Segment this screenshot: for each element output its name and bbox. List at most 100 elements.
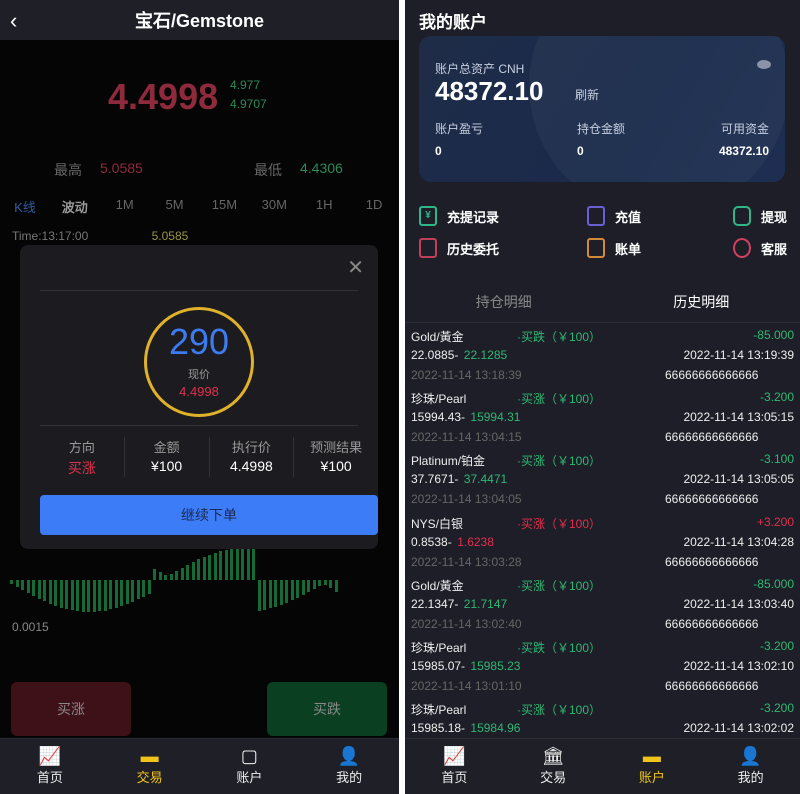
tab-history[interactable]: 历史明细 bbox=[673, 294, 730, 310]
end-time: 2022-11-14 13:03:40 bbox=[683, 596, 794, 611]
close-price: 37.4471 bbox=[463, 472, 508, 487]
bank-icon: 🏛 bbox=[541, 746, 565, 766]
histogram-bar bbox=[191, 561, 195, 580]
histogram-bar bbox=[59, 580, 63, 608]
available-value: 48372.10 bbox=[718, 144, 769, 158]
receipt-icon: ¥ bbox=[419, 206, 437, 226]
eye-icon[interactable] bbox=[757, 60, 771, 69]
link-withdraw[interactable]: 提现 bbox=[733, 206, 787, 226]
tab-1d[interactable]: 1D bbox=[365, 197, 383, 212]
close-price: 15985.23 bbox=[470, 658, 521, 673]
close-price: 15984.96 bbox=[470, 721, 521, 736]
stat-label: 执行价 bbox=[231, 440, 271, 455]
nav-mine[interactable]: 👤 我的 bbox=[299, 739, 399, 794]
pl-value: 0 bbox=[435, 144, 442, 158]
tab-wave[interactable]: 波动 bbox=[61, 200, 88, 215]
history-list: Gold/黃金 ·买跌（￥100） -85.000 22.0885- 22.1285 20… bbox=[405, 322, 800, 738]
nav-account[interactable]: ▬ 账户 bbox=[603, 739, 702, 794]
name: NYS/白银 bbox=[411, 516, 464, 531]
account-screen: 我的账户 账户总资产 CNH 48372.10 刷新 账户盈亏 0 持仓金额 0… bbox=[405, 0, 800, 794]
history-row[interactable]: Gold/黃金 ·买涨（￥100） -85.000 22.1347- 21.7147 20… bbox=[405, 572, 800, 634]
user-icon: 👤 bbox=[739, 746, 762, 766]
nav-trade[interactable]: ▬ 交易 bbox=[100, 739, 200, 794]
tab-1h[interactable]: 1H bbox=[315, 197, 333, 212]
high-value: 5.0585 bbox=[100, 160, 143, 176]
start-time: 2022-11-14 13:04:15 bbox=[411, 430, 522, 445]
buy-up-button[interactable]: 买涨 bbox=[11, 682, 131, 736]
continue-order-button[interactable]: 继续下单 bbox=[40, 495, 378, 535]
link-deposit-records[interactable]: ¥ 充提记录 bbox=[419, 206, 499, 226]
header: ‹ 宝石/Gemstone bbox=[0, 0, 399, 40]
history-row[interactable]: 珍珠/Pearl ·买跌（￥100） -3.200 15985.07- 15985.23… bbox=[405, 634, 800, 696]
histogram-bar bbox=[169, 573, 173, 580]
tab-kline[interactable]: K线 bbox=[14, 200, 36, 215]
histogram-bar bbox=[329, 580, 332, 589]
histogram-bar bbox=[125, 580, 129, 605]
order-id: 66666666666666 bbox=[665, 492, 759, 507]
macd-value: 0.0015 bbox=[12, 620, 49, 634]
page-title: 我的账户 bbox=[419, 13, 487, 32]
nav-home[interactable]: 📈 首页 bbox=[0, 739, 100, 794]
total-assets: 48372.10 bbox=[435, 76, 544, 106]
link-support[interactable]: 客服 bbox=[733, 238, 787, 258]
histogram-bar bbox=[296, 580, 299, 598]
histogram-bar bbox=[98, 580, 101, 612]
histogram-bar bbox=[153, 568, 156, 580]
countdown: 290 bbox=[168, 321, 230, 362]
link-deposit[interactable]: 充值 bbox=[587, 206, 641, 226]
link-label: 提现 bbox=[761, 209, 788, 225]
tab-5m[interactable]: 5M bbox=[165, 197, 184, 212]
history-row[interactable]: Platinum/铂金 ·买涨（￥100） -3.100 37.7671- 37.447… bbox=[405, 447, 800, 509]
tab-15m[interactable]: 15M bbox=[211, 197, 238, 212]
chevron-left-icon[interactable]: ‹ bbox=[10, 8, 18, 33]
nav-account[interactable]: ▢ 账户 bbox=[200, 739, 300, 794]
tab-1m[interactable]: 1M bbox=[115, 197, 134, 212]
open-price: 37.7671- bbox=[411, 472, 459, 487]
histogram-bar bbox=[246, 548, 250, 580]
stat-label: 金额 bbox=[153, 440, 180, 455]
available-label: 可用资金 bbox=[720, 122, 769, 136]
nav-label: 首页 bbox=[36, 770, 63, 785]
nav-trade[interactable]: 🏛 交易 bbox=[504, 739, 603, 794]
tab-positions[interactable]: 持仓明细 bbox=[475, 294, 532, 310]
position-label: 持仓金额 bbox=[577, 122, 626, 136]
low-label: 最低 bbox=[254, 162, 282, 178]
open-price: 0.8538- bbox=[411, 534, 452, 549]
chart-icon: 📈 bbox=[38, 746, 62, 766]
tab-30m[interactable]: 30M bbox=[261, 197, 287, 212]
nav-label: 我的 bbox=[737, 770, 764, 785]
link-order-history[interactable]: 历史委托 bbox=[419, 238, 499, 258]
nav-label: 账户 bbox=[638, 770, 665, 785]
nav-mine[interactable]: 👤 我的 bbox=[701, 739, 800, 794]
chart-icon: 📈 bbox=[443, 746, 466, 766]
refresh-link[interactable]: 刷新 bbox=[575, 88, 600, 102]
history-row[interactable]: 珍珠/Pearl ·买涨（￥100） -3.200 15985.18- 15984.96… bbox=[405, 696, 800, 738]
close-icon[interactable]: ✕ bbox=[347, 257, 364, 279]
buy-down-button[interactable]: 买跌 bbox=[267, 682, 387, 736]
order-id: 66666666666666 bbox=[665, 616, 759, 631]
link-bill[interactable]: 账单 bbox=[587, 238, 641, 258]
history-row[interactable]: 珍珠/Pearl ·买涨（￥100） -3.200 15994.43- 15994.31… bbox=[405, 385, 800, 447]
stat-label: 预测结果 bbox=[310, 440, 363, 455]
histogram-bar bbox=[307, 580, 310, 592]
histogram-bar bbox=[230, 549, 233, 580]
pl-label: 账户盈亏 bbox=[435, 122, 484, 136]
user-icon: 👤 bbox=[337, 746, 361, 766]
asset-card: 账户总资产 CNH 48372.10 刷新 账户盈亏 0 持仓金额 0 可用资金… bbox=[419, 36, 785, 182]
page-title: 宝石/Gemstone bbox=[134, 11, 265, 31]
history-row[interactable]: NYS/白银 ·买涨（￥100） +3.200 0.8538- 1.6238 2022-1… bbox=[405, 510, 800, 572]
profit-loss: +3.200 bbox=[756, 514, 794, 529]
histogram-bar bbox=[235, 548, 239, 580]
name: Gold/黃金 bbox=[411, 578, 464, 593]
start-time: 2022-11-14 13:18:39 bbox=[411, 368, 522, 382]
profit-loss: -3.100 bbox=[759, 452, 794, 467]
nav-label: 交易 bbox=[136, 770, 163, 785]
stat-value: 4.4998 bbox=[229, 458, 273, 474]
history-row[interactable]: Gold/黃金 ·买跌（￥100） -85.000 22.0885- 22.1285 20… bbox=[405, 323, 800, 385]
close-price: 22.1285 bbox=[463, 348, 508, 362]
histogram-bar bbox=[131, 580, 134, 602]
current-price: 4.4998 bbox=[108, 76, 219, 117]
nav-home[interactable]: 📈 首页 bbox=[405, 739, 504, 794]
histogram-bar bbox=[219, 551, 222, 580]
open-price: 15985.07- bbox=[411, 658, 466, 673]
